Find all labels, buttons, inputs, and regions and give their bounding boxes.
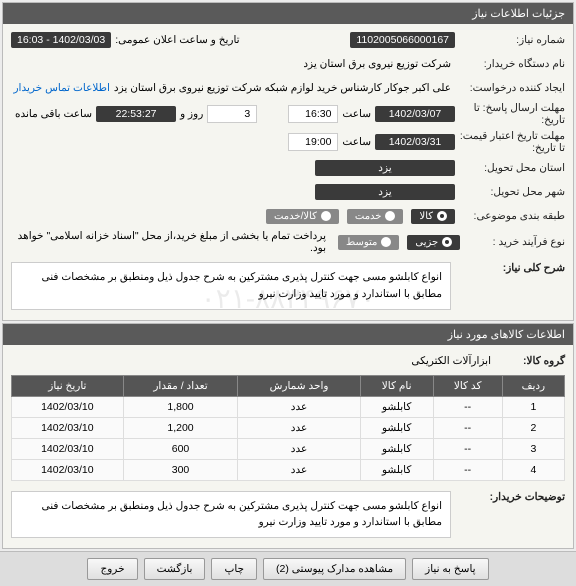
category-label: طبقه بندی موضوعی: xyxy=(455,210,565,222)
cat-option-goods[interactable]: کالا xyxy=(411,209,455,224)
process-note: پرداخت تمام یا بخشی از مبلغ خرید،از محل … xyxy=(11,230,330,254)
process-radio-group: جزیی متوسط xyxy=(338,235,460,250)
radio-dot-icon xyxy=(381,237,391,247)
time-label-1: ساعت xyxy=(338,108,375,120)
delivery-loc: یزد xyxy=(315,160,455,176)
table-cell: 2 xyxy=(502,417,564,438)
table-cell: 600 xyxy=(123,438,238,459)
col-date: تاریخ نیاز xyxy=(12,375,124,396)
col-qty: تعداد / مقدار xyxy=(123,375,238,396)
group-label: گروه کالا: xyxy=(495,355,565,367)
delivery-loc-label: استان محل تحویل: xyxy=(455,162,565,174)
table-cell: -- xyxy=(433,438,502,459)
deadline-date: 1402/03/07 xyxy=(375,106,455,122)
radio-dot-on-icon xyxy=(442,237,452,247)
table-cell: عدد xyxy=(238,396,360,417)
respond-button[interactable]: پاسخ به نیاز xyxy=(412,558,488,580)
table-cell: عدد xyxy=(238,438,360,459)
attachments-button[interactable]: مشاهده مدارک پیوستی (2) xyxy=(263,558,406,580)
validity-time: 19:00 xyxy=(288,133,338,151)
items-table: ردیف کد کالا نام کالا واحد شمارش تعداد /… xyxy=(11,375,565,481)
table-cell: 1402/03/10 xyxy=(12,459,124,480)
table-cell: کابلشو xyxy=(360,396,433,417)
buyer-note-text: انواع کابلشو مسی جهت کنترل پذیری مشترکین… xyxy=(11,491,451,539)
table-cell: -- xyxy=(433,459,502,480)
table-cell: -- xyxy=(433,417,502,438)
requester-label: ایجاد کننده درخواست: xyxy=(455,82,565,94)
buyer-note-label: توضیحات خریدار: xyxy=(455,491,565,503)
table-cell: 1 xyxy=(502,396,564,417)
delivery-city-label: شهر محل تحویل: xyxy=(455,186,565,198)
table-cell: کابلشو xyxy=(360,417,433,438)
table-cell: 1402/03/10 xyxy=(12,417,124,438)
table-cell: عدد xyxy=(238,417,360,438)
remaining-label: ساعت باقی مانده xyxy=(11,108,96,120)
group-value: ابزارآلات الکتریکی xyxy=(407,355,495,367)
col-code: کد کالا xyxy=(433,375,502,396)
table-cell: 300 xyxy=(123,459,238,480)
proc-option-minor[interactable]: جزیی xyxy=(407,235,460,250)
validity-date: 1402/03/31 xyxy=(375,134,455,150)
table-row: 2--کابلشوعدد1,2001402/03/10 xyxy=(12,417,565,438)
info-panel: جزئیات اطلاعات نیاز شماره نیاز: 11020050… xyxy=(2,2,574,321)
table-cell: کابلشو xyxy=(360,438,433,459)
col-row: ردیف xyxy=(502,375,564,396)
cat-option-service[interactable]: خدمت xyxy=(347,209,404,224)
requester-value: علی اکبر جوکار کارشناس خرید لوازم شبکه ش… xyxy=(110,82,455,94)
table-row: 3--کابلشوعدد6001402/03/10 xyxy=(12,438,565,459)
radio-dot-icon xyxy=(385,211,395,221)
radio-dot-on-icon xyxy=(437,211,447,221)
time-label-2: ساعت xyxy=(338,136,375,148)
org-label: نام دستگاه خریدار: xyxy=(455,58,565,70)
countdown: 22:53:27 xyxy=(96,106,176,122)
datetime-value: 1402/03/03 - 16:03 xyxy=(11,32,111,48)
table-cell: 1,800 xyxy=(123,396,238,417)
org-value: شرکت توزیع نیروی برق استان یزد xyxy=(299,58,455,70)
category-radio-group: کالا خدمت کالا/خدمت xyxy=(266,209,455,224)
table-cell: 1402/03/10 xyxy=(12,396,124,417)
footer-toolbar: پاسخ به نیاز مشاهده مدارک پیوستی (2) چاپ… xyxy=(0,551,576,586)
back-button[interactable]: بازگشت xyxy=(144,558,206,580)
days-left: 3 xyxy=(207,105,257,123)
proc-option-medium[interactable]: متوسط xyxy=(338,235,399,250)
table-cell: 3 xyxy=(502,438,564,459)
need-number-label: شماره نیاز: xyxy=(455,34,565,46)
items-panel-title: اطلاعات کالاهای مورد نیاز xyxy=(3,324,573,345)
print-button[interactable]: چاپ xyxy=(211,558,257,580)
validity-label: مهلت تاریخ اعتبار قیمت: تا تاریخ: xyxy=(455,130,565,154)
table-cell: کابلشو xyxy=(360,459,433,480)
summary-text: انواع کابلشو مسی جهت کنترل پذیری مشترکین… xyxy=(11,262,451,310)
need-number-value: 1102005066000167 xyxy=(350,32,455,48)
deadline-label: مهلت ارسال پاسخ: تا تاریخ: xyxy=(455,102,565,126)
items-panel: اطلاعات کالاهای مورد نیاز گروه کالا: ابز… xyxy=(2,323,574,550)
table-row: 1--کابلشوعدد1,8001402/03/10 xyxy=(12,396,565,417)
col-unit: واحد شمارش xyxy=(238,375,360,396)
table-cell: -- xyxy=(433,396,502,417)
deadline-time: 16:30 xyxy=(288,105,338,123)
col-name: نام کالا xyxy=(360,375,433,396)
table-cell: 1402/03/10 xyxy=(12,438,124,459)
process-label: نوع فرآیند خرید : xyxy=(460,236,565,248)
info-panel-title: جزئیات اطلاعات نیاز xyxy=(3,3,573,24)
table-row: 4--کابلشوعدد3001402/03/10 xyxy=(12,459,565,480)
exit-button[interactable]: خروج xyxy=(87,558,137,580)
contact-link[interactable]: اطلاعات تماس خریدار xyxy=(13,82,109,94)
radio-dot-icon xyxy=(321,211,331,221)
day-word: روز و xyxy=(176,108,207,120)
datetime-label: تاریخ و ساعت اعلان عمومی: xyxy=(111,34,243,46)
cat-option-both[interactable]: کالا/خدمت xyxy=(266,209,339,224)
summary-label: شرح کلی نیاز: xyxy=(455,262,565,274)
table-cell: 1,200 xyxy=(123,417,238,438)
table-cell: عدد xyxy=(238,459,360,480)
delivery-city: یزد xyxy=(315,184,455,200)
table-cell: 4 xyxy=(502,459,564,480)
